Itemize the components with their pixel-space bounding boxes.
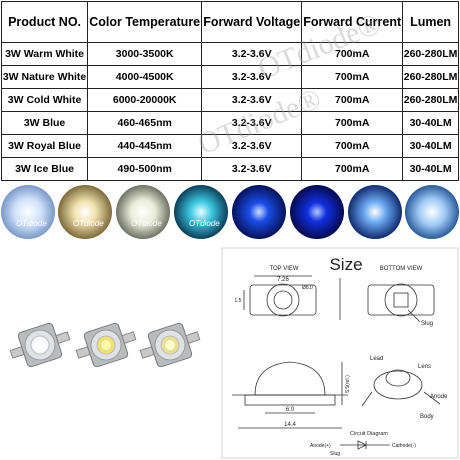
led-photo bbox=[290, 185, 344, 239]
table-row: 3W Nature White 4000-4500K 3.2-3.6V 700mA 26… bbox=[0, 65, 459, 89]
table-cell: 3W Cold White bbox=[0, 88, 89, 112]
led-photos: OTdiode OTdiode OTdiode OTdiode bbox=[1, 185, 459, 239]
led-photo bbox=[232, 185, 286, 239]
table-row: 3W Ice Blue 490-500nm 3.2-3.6V 700mA 30-40LM bbox=[0, 157, 459, 181]
circuit-label: Anode(+) bbox=[310, 443, 331, 449]
table-cell: 260-280LM bbox=[402, 88, 459, 112]
part-label: Lens bbox=[418, 364, 431, 370]
dimension: 14.4 bbox=[284, 422, 296, 428]
photo-label: OTdiode bbox=[131, 219, 162, 228]
table-row: 3W Warm White 3000-3500K 3.2-3.6V 700mA 260-… bbox=[0, 42, 459, 66]
dimension: Ø8.0 bbox=[302, 285, 313, 291]
table-cell: 3W Blue bbox=[0, 111, 89, 135]
table-cell: 3W Royal Blue bbox=[0, 134, 89, 158]
table-row: 3W Royal Blue 440-445nm 3.2-3.6V 700mA 30-40… bbox=[0, 134, 459, 158]
table-cell: 700mA bbox=[301, 65, 404, 89]
table-cell: 6000-20000K bbox=[87, 88, 203, 112]
led-photo bbox=[116, 185, 170, 239]
photo-label: OTdiode bbox=[73, 219, 104, 228]
part-label: Slug bbox=[421, 321, 433, 327]
table-cell: 30-40LM bbox=[402, 134, 459, 158]
header-cell: Color Temperature bbox=[87, 1, 203, 43]
table-cell: 3.2-3.6V bbox=[201, 134, 303, 158]
table-cell: 3W Ice Blue bbox=[0, 157, 89, 181]
photo-label: OTdiode bbox=[189, 219, 220, 228]
led-photo bbox=[405, 185, 459, 239]
led-photo bbox=[58, 185, 112, 239]
header-cell: Product NO. bbox=[0, 1, 89, 43]
table-body: 3W Warm White 3000-3500K 3.2-3.6V 700mA 260-… bbox=[0, 42, 459, 181]
led-modules bbox=[9, 322, 201, 368]
dimension: 7.26 bbox=[277, 277, 289, 283]
circuit-title: Circuit Diagram bbox=[350, 431, 388, 437]
circuit-label: Cathode(-) bbox=[392, 443, 416, 449]
table-cell: 490-500nm bbox=[87, 157, 203, 181]
part-label: Body bbox=[420, 414, 434, 420]
header-row: Product NO. Color Temperature Forward Vo… bbox=[0, 1, 459, 43]
table-cell: 440-445nm bbox=[87, 134, 203, 158]
circuit-label: Slug bbox=[330, 451, 340, 457]
led-photo bbox=[348, 185, 402, 239]
table-cell: 260-280LM bbox=[402, 65, 459, 89]
table-cell: 3W Nature White bbox=[0, 65, 89, 89]
header-cell: Forward Current bbox=[301, 1, 404, 43]
table-cell: 3.2-3.6V bbox=[201, 42, 303, 66]
table-cell: 700mA bbox=[301, 157, 404, 181]
table-cell: 700mA bbox=[301, 42, 404, 66]
table-cell: 30-40LM bbox=[402, 157, 459, 181]
view-label: BOTTOM VIEW bbox=[380, 266, 423, 272]
header-cell: Lumen bbox=[402, 1, 459, 43]
table-cell: 3000-3500K bbox=[87, 42, 203, 66]
table-cell: 260-280LM bbox=[402, 42, 459, 66]
view-label: TOP VIEW bbox=[269, 266, 298, 272]
table-cell: 700mA bbox=[301, 111, 404, 135]
led-photo bbox=[1, 185, 55, 239]
table-cell: 30-40LM bbox=[402, 111, 459, 135]
photo-label: OTdiode bbox=[16, 219, 47, 228]
table-row: 3W Blue 460-465nm 3.2-3.6V 700mA 30-40LM bbox=[0, 111, 459, 135]
part-label: Lead bbox=[370, 356, 383, 362]
dimension: 1.5 bbox=[235, 298, 242, 304]
table-row: 3W Cold White 6000-20000K 3.2-3.6V 700mA 260… bbox=[0, 88, 459, 112]
table-cell: 3.2-3.6V bbox=[201, 65, 303, 89]
spec-table: Product NO. Color Temperature Forward Vo… bbox=[0, 1, 459, 181]
size-title: Size bbox=[329, 255, 362, 274]
size-diagram bbox=[221, 247, 459, 459]
part-label: Anode bbox=[430, 394, 448, 400]
led-photo bbox=[174, 185, 228, 239]
table-cell: 3.2-3.6V bbox=[201, 157, 303, 181]
table-cell: 4000-4500K bbox=[87, 65, 203, 89]
dimension: 6.0 bbox=[286, 407, 295, 413]
diagram-texts: Size TOP VIEW BOTTOM VIEW 7.26 Ø8.0 1.5 … bbox=[235, 255, 448, 457]
dimension: 5.5(ref.) bbox=[345, 375, 351, 393]
